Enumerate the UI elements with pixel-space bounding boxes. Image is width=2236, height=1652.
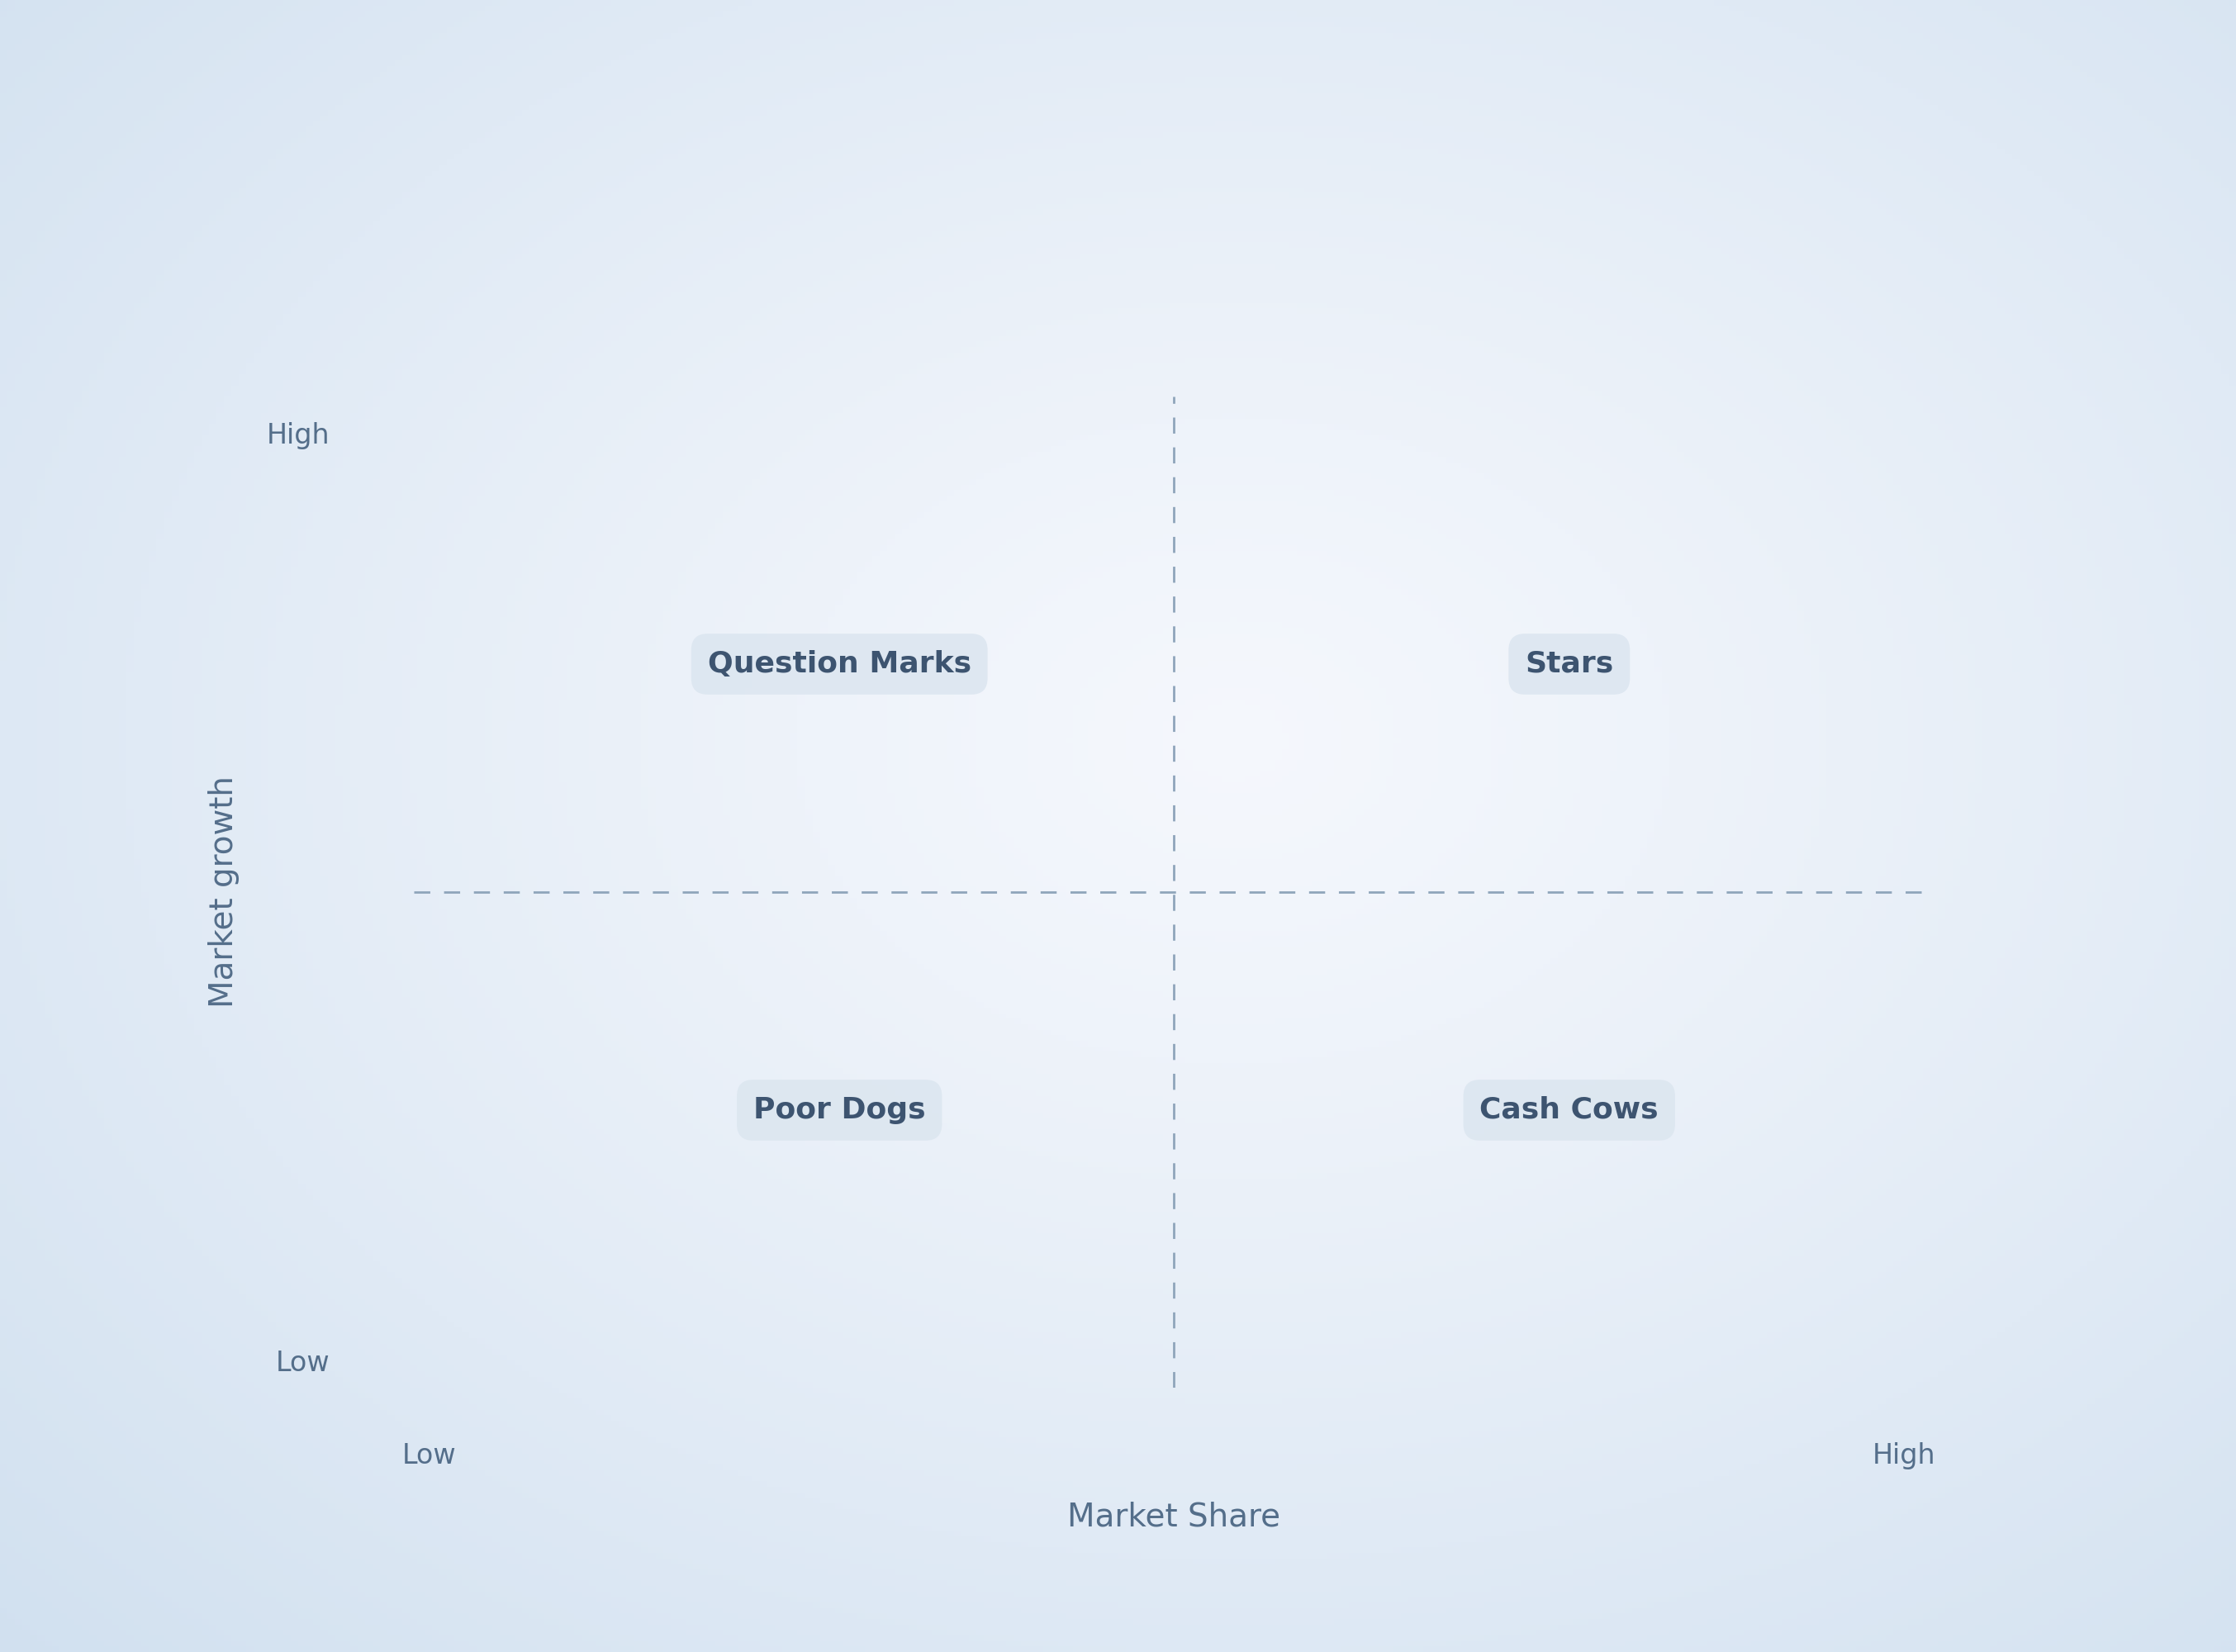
Text: Stars: Stars (1525, 649, 1614, 677)
Text: High: High (1872, 1442, 1936, 1470)
Text: Low: Low (402, 1442, 456, 1470)
Text: Market Share: Market Share (1067, 1502, 1281, 1533)
Text: High: High (266, 423, 331, 449)
Text: Cash Cows: Cash Cows (1480, 1097, 1659, 1123)
Text: Market growth: Market growth (208, 776, 239, 1008)
Text: Poor Dogs: Poor Dogs (754, 1097, 926, 1123)
Text: Question Marks: Question Marks (707, 649, 970, 677)
Text: Low: Low (275, 1350, 331, 1376)
